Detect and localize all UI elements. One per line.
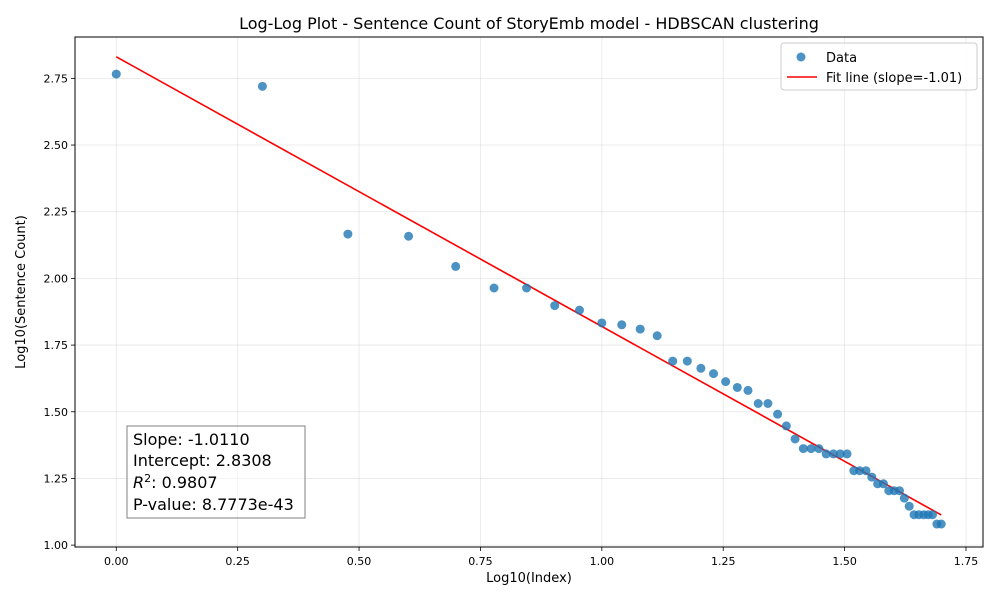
data-point [522,283,532,293]
data-point [404,231,414,241]
stats-slope: Slope: -1.0110 [133,430,250,449]
legend-label-fit: Fit line (slope=-1.01) [826,71,962,86]
data-point [721,377,731,387]
stats-intercept: Intercept: 2.8308 [133,451,272,470]
y-tick-label: 2.00 [44,272,69,285]
legend-marker-data [796,52,806,62]
data-point [617,320,627,330]
data-point [753,398,763,408]
data-point [806,444,816,454]
data-point [550,301,560,311]
x-axis-ticks: 0.00 0.25 0.50 0.75 1.00 1.25 1.50 1.75 [104,547,978,568]
y-axis-ticks: 1.00 1.25 1.50 1.75 2.00 2.25 2.50 2.75 [44,72,75,552]
data-point [867,472,877,482]
data-point [743,385,753,395]
x-tick-label: 1.25 [711,555,736,568]
data-point [781,421,791,431]
data-point [936,519,946,529]
x-tick-label: 0.75 [468,555,493,568]
stats-r2-exponent: 2 [144,472,151,485]
data-point [814,444,824,454]
data-point [835,449,845,459]
data-point [763,398,773,408]
stats-box: Slope: -1.0110 Intercept: 2.8308 R2: 0.9… [126,425,306,519]
data-point [682,356,692,366]
data-point [668,356,678,366]
x-tick-label: 0.25 [225,555,250,568]
stats-r2-symbol: R [133,473,144,492]
y-tick-label: 2.50 [44,139,69,152]
legend-label-data: Data [826,51,857,66]
data-point [574,305,584,315]
data-point [597,318,607,328]
x-tick-label: 0.00 [104,555,129,568]
y-tick-label: 1.00 [44,539,69,552]
data-point [828,449,838,459]
stats-pvalue: P-value: 8.7773e-43 [133,495,294,514]
data-point [861,466,871,476]
data-point [652,331,662,341]
x-axis-label: Log10(Index) [486,571,572,586]
data-point [790,434,800,444]
data-point [798,444,808,454]
data-point [842,449,852,459]
data-point [709,369,719,379]
y-tick-label: 1.50 [44,406,69,419]
y-axis-label: Log10(Sentence Count) [14,215,29,369]
stats-r2-value: : 0.9807 [151,473,217,492]
data-point [732,382,742,392]
data-point [111,69,121,79]
x-tick-label: 1.50 [832,555,857,568]
data-point [899,493,909,503]
stats-box-frame [126,425,306,519]
data-point [343,229,353,239]
data-point [894,486,904,496]
plot-frame [74,36,984,548]
data-point [904,501,914,511]
data-points [111,69,946,529]
data-point [878,479,888,489]
y-tick-label: 2.75 [44,72,69,85]
x-tick-label: 1.75 [954,555,979,568]
data-point [821,449,831,459]
y-tick-label: 2.25 [44,206,69,219]
data-point [451,261,461,271]
data-point [773,409,783,419]
data-point [855,466,865,476]
stats-r2: R2: 0.9807 [133,472,218,492]
y-tick-label: 1.25 [44,472,69,485]
x-tick-label: 0.50 [347,555,372,568]
data-point [928,510,938,520]
y-tick-label: 1.75 [44,339,69,352]
data-point [257,81,267,91]
x-tick-label: 1.00 [590,555,615,568]
legend: Data Fit line (slope=-1.01) [780,42,978,91]
legend-box [780,42,978,91]
data-point [635,324,645,334]
chart-title: Log-Log Plot - Sentence Count of StoryEm… [239,14,819,33]
grid [75,37,983,547]
data-point [696,363,706,373]
data-point [489,283,499,293]
